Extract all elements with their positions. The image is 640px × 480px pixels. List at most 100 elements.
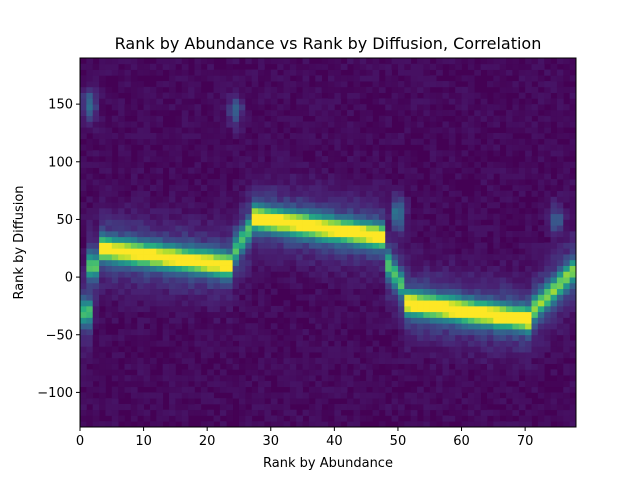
- heatmap-cell: [378, 225, 386, 232]
- heatmap-cell: [156, 265, 164, 272]
- heatmap-cell: [569, 398, 577, 405]
- heatmap-cell: [302, 363, 310, 370]
- heatmap-cell: [162, 294, 170, 301]
- heatmap-cell: [258, 323, 265, 330]
- heatmap-cell: [188, 86, 195, 93]
- heatmap-cell: [137, 375, 144, 382]
- heatmap-cell: [328, 115, 335, 122]
- heatmap-cell: [207, 75, 214, 82]
- heatmap-cell: [200, 219, 208, 226]
- heatmap-cell: [461, 242, 469, 249]
- heatmap-cell: [417, 346, 424, 353]
- heatmap-cell: [556, 121, 564, 128]
- heatmap-cell: [531, 121, 539, 128]
- heatmap-cell: [366, 300, 373, 307]
- heatmap-cell: [149, 104, 157, 111]
- heatmap-cell: [308, 386, 316, 393]
- heatmap-cell: [143, 334, 151, 341]
- heatmap-cell: [80, 219, 87, 226]
- heatmap-cell: [359, 311, 367, 318]
- heatmap-cell: [245, 156, 253, 163]
- heatmap-cell: [436, 219, 443, 226]
- heatmap-cell: [486, 282, 494, 290]
- heatmap-cell: [105, 288, 113, 295]
- heatmap-cell: [296, 127, 303, 134]
- heatmap-cell: [226, 317, 234, 324]
- heatmap-cell: [531, 63, 539, 70]
- heatmap-cell: [321, 127, 329, 134]
- heatmap-cell: [436, 236, 443, 243]
- heatmap-cell: [80, 207, 87, 215]
- heatmap-cell: [366, 357, 373, 364]
- heatmap-cell: [302, 265, 310, 272]
- heatmap-cell: [143, 196, 151, 203]
- heatmap-cell: [188, 98, 195, 105]
- heatmap-cell: [99, 104, 106, 111]
- heatmap-cell: [277, 184, 284, 192]
- heatmap-cell: [378, 184, 386, 192]
- heatmap-cell: [111, 207, 119, 215]
- heatmap-cell: [143, 294, 151, 301]
- heatmap-cell: [353, 138, 361, 145]
- heatmap-cell: [512, 138, 520, 145]
- heatmap-cell: [359, 352, 367, 359]
- heatmap-cell: [340, 380, 348, 388]
- heatmap-cell: [525, 288, 532, 295]
- heatmap-cell: [219, 92, 227, 99]
- heatmap-cell: [238, 386, 246, 393]
- heatmap-cell: [156, 248, 164, 255]
- heatmap-cell: [366, 109, 373, 117]
- heatmap-cell: [544, 219, 551, 226]
- heatmap-cell: [328, 179, 335, 186]
- heatmap-cell: [347, 300, 354, 307]
- heatmap-cell: [149, 340, 157, 347]
- heatmap-cell: [467, 363, 475, 370]
- heatmap-cell: [448, 190, 456, 197]
- heatmap-cell: [245, 58, 253, 65]
- heatmap-cell: [258, 277, 265, 284]
- heatmap-cell: [181, 219, 189, 226]
- heatmap-cell: [194, 363, 202, 370]
- heatmap-cell: [232, 213, 240, 220]
- heatmap-cell: [506, 403, 513, 411]
- heatmap-cell: [550, 196, 558, 203]
- heatmap-cell: [328, 363, 335, 370]
- heatmap-cell: [118, 259, 125, 266]
- heatmap-cell: [219, 150, 227, 157]
- heatmap-cell: [353, 81, 361, 88]
- heatmap-cell: [308, 86, 316, 93]
- heatmap-cell: [359, 92, 367, 99]
- heatmap-cell: [340, 363, 348, 370]
- heatmap-cell: [302, 219, 310, 226]
- heatmap-cell: [232, 161, 240, 168]
- heatmap-cell: [499, 328, 507, 336]
- heatmap-cell: [219, 207, 227, 215]
- heatmap-cell: [569, 369, 577, 376]
- heatmap-cell: [308, 346, 316, 353]
- heatmap-cell: [518, 115, 526, 122]
- heatmap-cell: [296, 271, 303, 278]
- heatmap-cell: [474, 213, 482, 220]
- heatmap-cell: [169, 254, 176, 261]
- heatmap-cell: [372, 380, 380, 388]
- heatmap-cell: [410, 207, 418, 215]
- heatmap-cell: [169, 363, 176, 370]
- heatmap-cell: [448, 254, 456, 261]
- heatmap-cell: [448, 81, 456, 88]
- heatmap-cell: [258, 421, 265, 428]
- heatmap-cell: [124, 144, 132, 151]
- heatmap-cell: [245, 328, 253, 336]
- heatmap-cell: [423, 271, 431, 278]
- heatmap-cell: [442, 323, 450, 330]
- heatmap-cell: [556, 346, 564, 353]
- heatmap-cell: [448, 58, 456, 65]
- heatmap-cell: [137, 196, 144, 203]
- heatmap-cell: [467, 254, 475, 261]
- heatmap-cell: [169, 398, 176, 405]
- heatmap-cell: [448, 121, 456, 128]
- heatmap-cell: [130, 305, 138, 313]
- heatmap-cell: [429, 282, 437, 290]
- heatmap-cell: [334, 409, 342, 416]
- heatmap-cell: [175, 92, 183, 99]
- heatmap-cell: [544, 156, 551, 163]
